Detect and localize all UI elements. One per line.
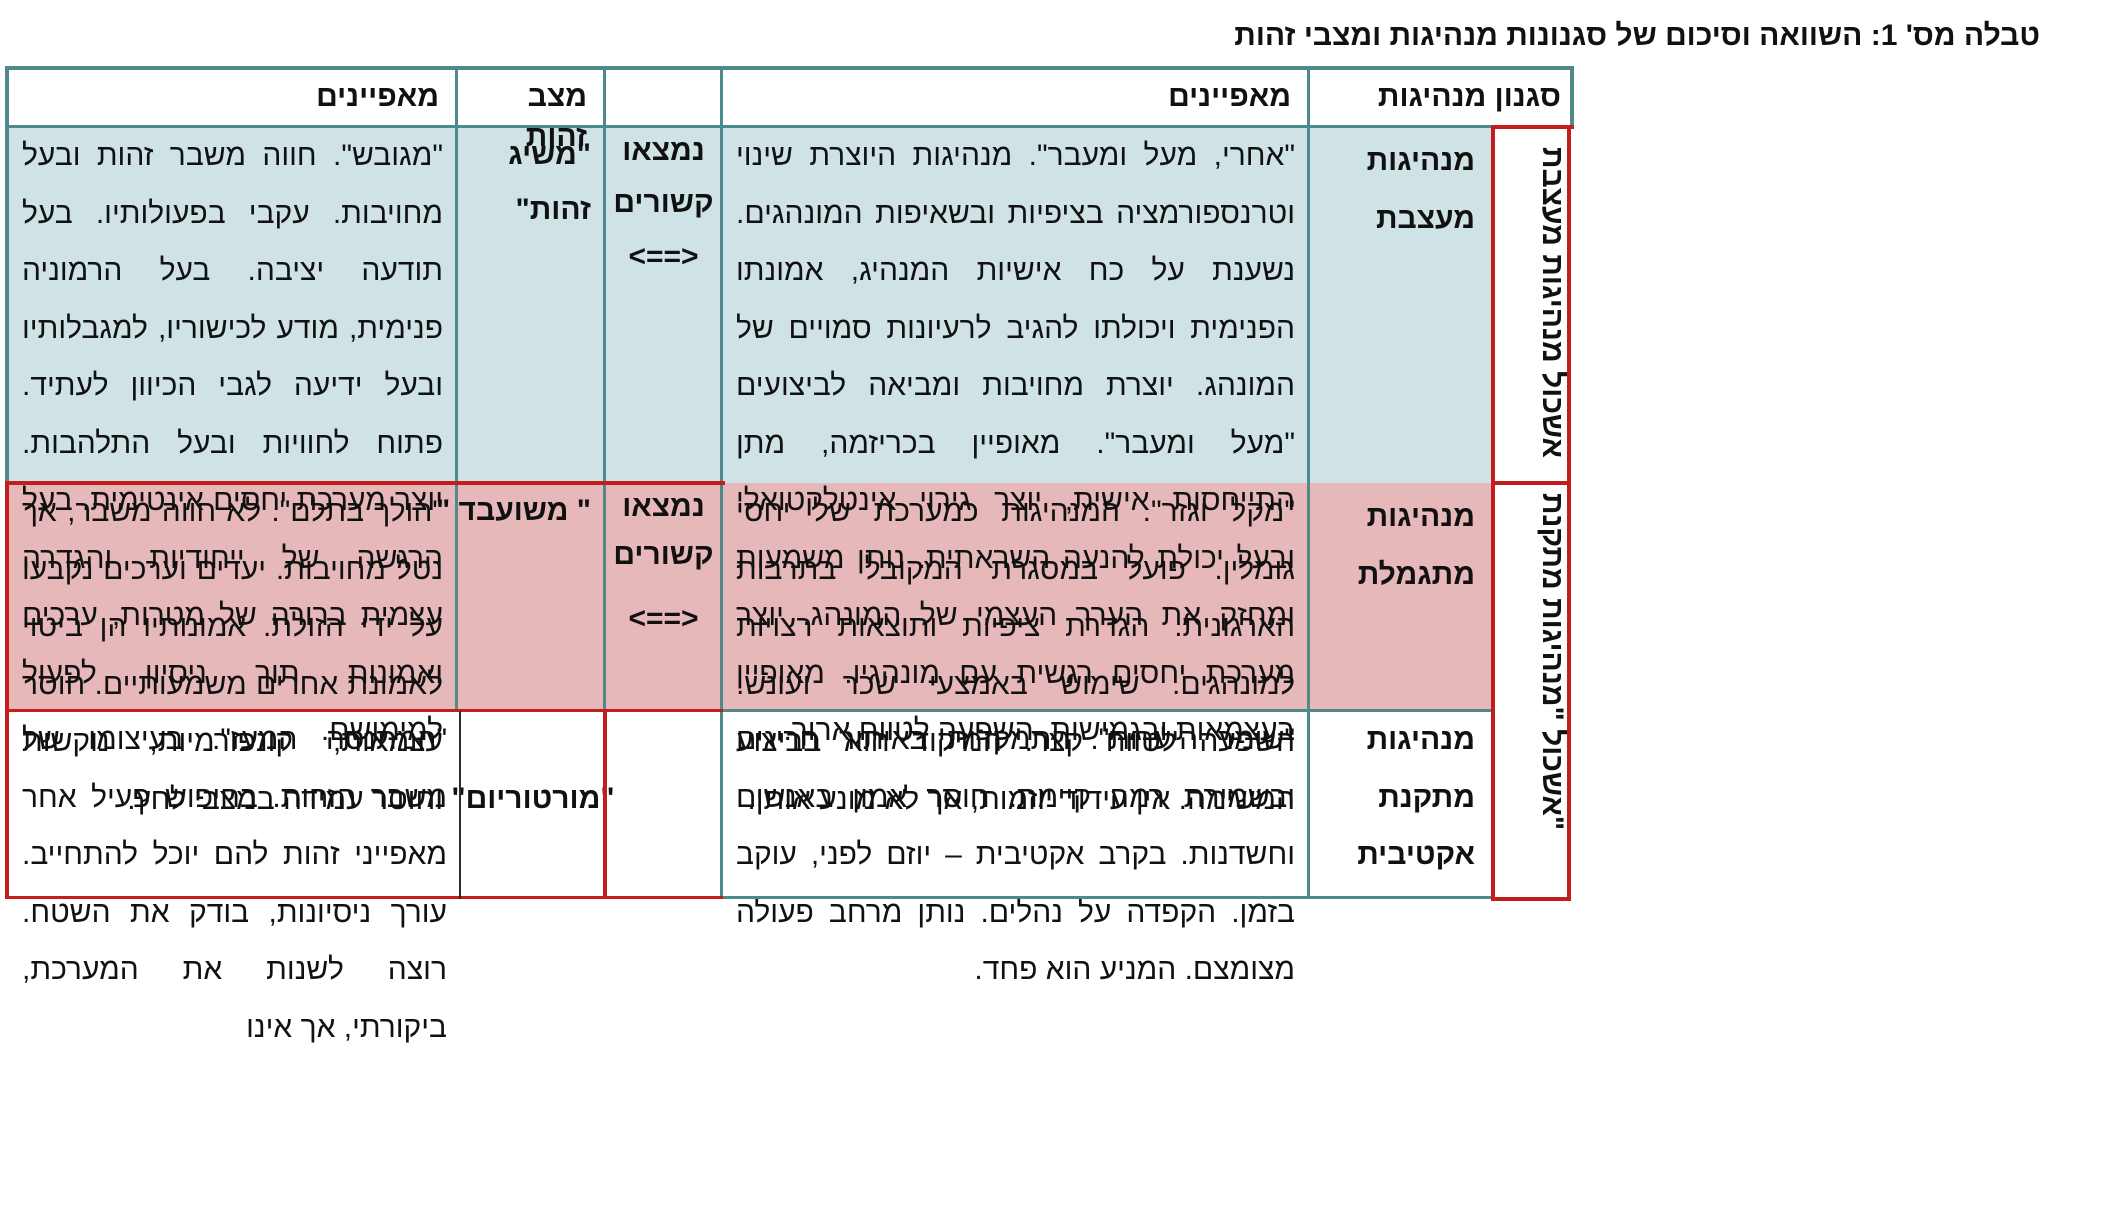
- header-identity-status: מצב זהות: [525, 80, 587, 153]
- row3-status-divider: [459, 711, 461, 899]
- red-row3-link-divider: [603, 711, 607, 899]
- header-characteristics: מאפיינים: [1168, 80, 1291, 113]
- col-divider-link: [603, 66, 606, 711]
- style-active-corrective: מנהיגות מתקנת אקטיבית: [1357, 723, 1475, 871]
- style-transformational: מנהיגות מעצבת: [1366, 144, 1475, 235]
- link-label: קשורים: [613, 538, 714, 571]
- characteristics-transactional: "מקל וגזר". המנהיגות כמערכת של יחסי גומל…: [736, 495, 1295, 816]
- characteristics-transformational: "אחרי, מעל ומעבר". מנהיגות היוצרת שינוי …: [736, 139, 1295, 747]
- link-label: נמצאו: [622, 134, 705, 167]
- red-left-border: [5, 483, 9, 899]
- side-label-transformational: אשכול מנהיגות מעצבת: [1536, 147, 1569, 458]
- link-arrow: <==>: [628, 602, 699, 635]
- row-transactional-bg: [8, 483, 1493, 711]
- identity-characteristics-moratorium: "המתנסה המעז". בעיצומו של משבר הזהות. בח…: [22, 723, 447, 1044]
- row3-divider-right: [722, 709, 1493, 712]
- identity-characteristics-achieved: "מגובש". חווה משבר זהות ובעל מחויבות. עק…: [22, 139, 443, 747]
- link-empty: [605, 711, 722, 1219]
- link-label: קשורים: [613, 186, 714, 219]
- red-side-right: [1567, 125, 1571, 901]
- side-label-corrective: אשכול "מנהיגות מתקנת": [1536, 493, 1569, 831]
- link-label: נמצאו: [622, 490, 705, 523]
- table-border-top: [5, 66, 1574, 70]
- identity-moratorium: "מורטוריום": [451, 781, 615, 815]
- red-side-left: [1491, 125, 1495, 901]
- characteristics-active-corrective: "שומר היערות". התמקדות באיתור חריגים ובש…: [736, 723, 1295, 986]
- header-leadership-style: סגנון מנהיגות: [1377, 80, 1561, 113]
- link-transformational: נמצאו קשורים <==>: [605, 127, 722, 483]
- red-side-divider: [1493, 481, 1571, 485]
- red-row-divider-left: [5, 481, 725, 485]
- red-row3-divider-left: [5, 709, 723, 712]
- col-divider-status: [455, 66, 458, 711]
- red-side-top: [1491, 125, 1574, 129]
- identity-characteristics-foreclosure: "הולך בתלם". לא חווה משבר, אך נטל מחויבו…: [22, 495, 443, 816]
- header-identity-characteristics: מאפיינים: [316, 80, 439, 113]
- style-transactional: מנהיגות מתגמלת: [1357, 500, 1475, 591]
- link-transactional: נמצאו קשורים <==>: [605, 483, 722, 711]
- table-title: טבלה מס' 1: השוואה וסיכום של סגנונות מנה…: [1234, 19, 2040, 52]
- identity-achieved: "משיג זהות": [508, 138, 591, 226]
- col-divider-style: [1307, 66, 1310, 899]
- red-side-bottom: [1491, 897, 1571, 901]
- table-border-left: [5, 66, 9, 486]
- row-transformational-bg: [8, 127, 1493, 483]
- identity-foreclosure: " משועבד ": [435, 494, 591, 527]
- red-bottom-left: [5, 896, 723, 899]
- table-border-bottom-right: [722, 896, 1493, 899]
- table-border-right: [1570, 66, 1574, 129]
- header-divider: [5, 125, 1493, 128]
- link-arrow: <==>: [628, 240, 699, 273]
